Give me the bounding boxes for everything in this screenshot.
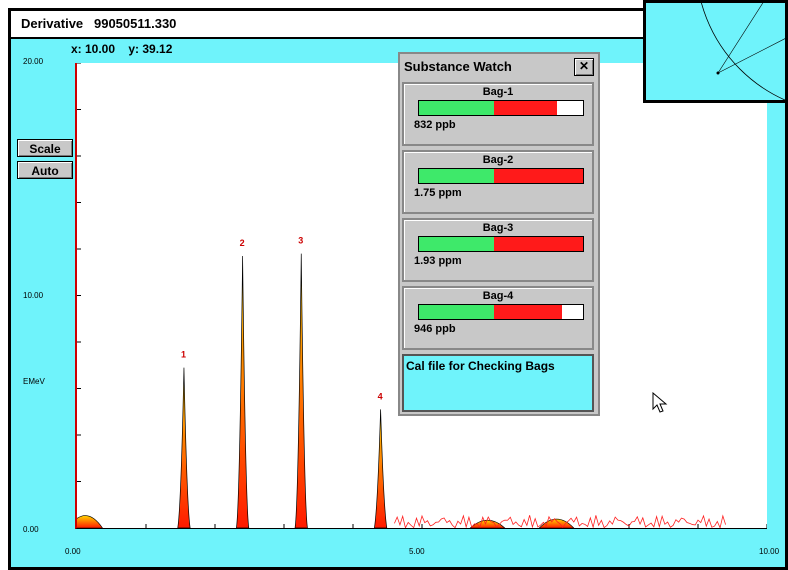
window-title: Derivative 99050511.330 bbox=[21, 16, 177, 31]
peak-label: 1 bbox=[181, 350, 186, 360]
polar-inset-window[interactable] bbox=[643, 0, 788, 103]
x-tick-label: 5.00 bbox=[409, 547, 425, 556]
bag-value: 946 ppb bbox=[414, 323, 456, 335]
peak bbox=[294, 253, 308, 528]
cal-file-note[interactable]: Cal file for Checking Bags bbox=[402, 354, 594, 412]
substance-watch-title: Substance Watch bbox=[404, 59, 512, 74]
bag-name: Bag-1 bbox=[482, 86, 514, 98]
peak bbox=[374, 409, 388, 528]
bag-name: Bag-2 bbox=[482, 154, 514, 166]
bag-card: Bag-2 1.75 ppm bbox=[402, 150, 594, 214]
scale-button[interactable]: Scale bbox=[17, 139, 73, 157]
y-axis-label: EMeV bbox=[23, 377, 45, 386]
y-tick-label: 20.00 bbox=[23, 57, 44, 66]
x-tick-label: 10.00 bbox=[759, 547, 780, 556]
y-tick-label: 10.00 bbox=[23, 291, 44, 300]
bag-card: Bag-3 1.93 ppm bbox=[402, 218, 594, 282]
x-tick-label: 0.00 bbox=[65, 547, 81, 556]
bag-level-bar bbox=[418, 236, 584, 252]
bag-level-bar bbox=[418, 304, 584, 320]
peak-label: 3 bbox=[298, 236, 303, 246]
auto-button[interactable]: Auto bbox=[17, 161, 73, 179]
peak bbox=[236, 255, 250, 528]
bag-value: 1.93 ppm bbox=[414, 255, 462, 267]
noise-trace bbox=[394, 514, 726, 528]
y-tick-label: 0.00 bbox=[23, 525, 39, 534]
bag-level-bar bbox=[418, 168, 584, 184]
polar-plot bbox=[701, 3, 785, 100]
bag-value: 1.75 ppm bbox=[414, 187, 462, 199]
close-button[interactable]: ✕ bbox=[574, 58, 594, 76]
peak bbox=[177, 367, 191, 528]
bag-name: Bag-4 bbox=[482, 290, 514, 302]
cal-file-text: Cal file for Checking Bags bbox=[406, 359, 555, 373]
bag-level-bar bbox=[418, 100, 584, 116]
cursor-readout: x: 10.00 y: 39.12 bbox=[71, 42, 173, 56]
substance-watch-panel: Substance Watch ✕ Bag-1 832 ppb Bag-2 1.… bbox=[398, 52, 600, 416]
bag-value: 832 ppb bbox=[414, 119, 456, 131]
bag-card: Bag-1 832 ppb bbox=[402, 82, 594, 146]
peak-label: 4 bbox=[378, 391, 383, 401]
mouse-pointer-icon bbox=[652, 391, 670, 419]
baseline-bump bbox=[77, 515, 103, 528]
peak-label: 2 bbox=[240, 238, 245, 248]
close-icon: ✕ bbox=[578, 59, 590, 73]
spectrum-chart: 1 2 3 4 bbox=[77, 63, 767, 528]
bag-name: Bag-3 bbox=[482, 222, 514, 234]
bag-card: Bag-4 946 ppb bbox=[402, 286, 594, 350]
